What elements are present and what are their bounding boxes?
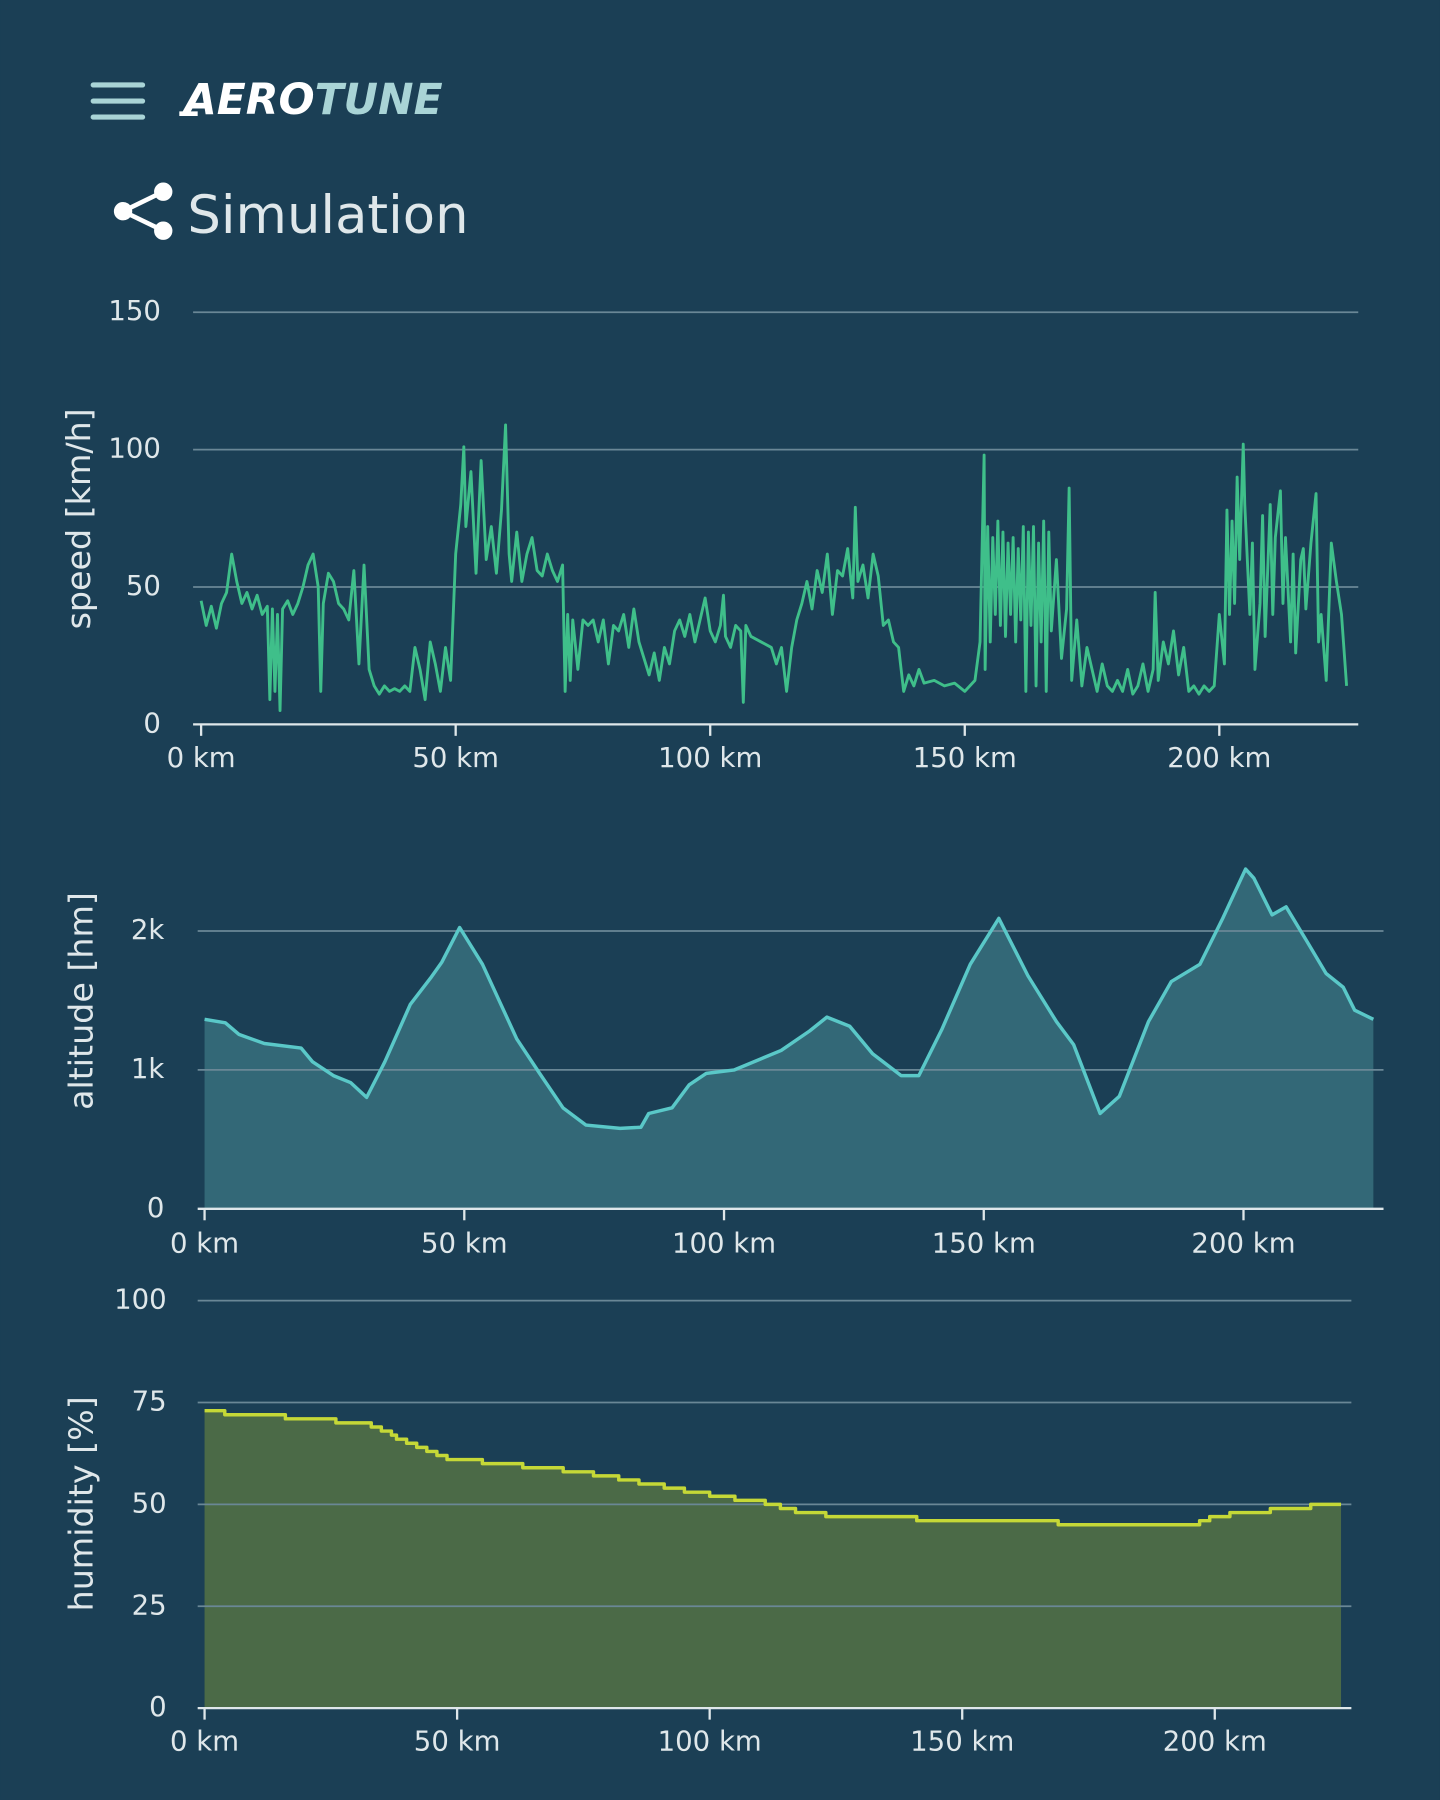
icon-node bbox=[113, 202, 133, 221]
icon-node bbox=[154, 182, 173, 201]
y-tick-label: 25 bbox=[132, 1589, 167, 1621]
y-tick-label: 50 bbox=[126, 570, 161, 602]
x-tick-label: 100 km bbox=[658, 742, 762, 774]
y-axis-title: humidity [%] bbox=[61, 1396, 100, 1611]
data-line bbox=[204, 867, 1375, 1131]
x-tick-label: 50 km bbox=[412, 742, 499, 774]
y-tick-label: 100 bbox=[108, 433, 161, 465]
data-line bbox=[204, 1408, 1342, 1527]
x-tick-label: 0 km bbox=[170, 1227, 239, 1259]
brand-bold: AERO bbox=[181, 76, 315, 125]
y-tick-label: 1k bbox=[131, 1053, 165, 1085]
icon-node bbox=[154, 221, 173, 240]
data-line bbox=[199, 423, 1349, 713]
y-tick-label: 0 bbox=[147, 1192, 165, 1224]
x-tick-label: 100 km bbox=[658, 1726, 762, 1758]
x-tick-label: 200 km bbox=[1163, 1726, 1267, 1758]
x-tick-label: 150 km bbox=[913, 742, 1017, 774]
y-tick-label: 2k bbox=[131, 914, 165, 946]
x-tick-label: 100 km bbox=[672, 1227, 776, 1259]
x-tick-label: 0 km bbox=[167, 742, 236, 774]
x-tick-label: 150 km bbox=[932, 1227, 1036, 1259]
brand-light: TUNE bbox=[315, 76, 443, 125]
area-fill bbox=[204, 869, 1374, 1209]
x-tick-label: 200 km bbox=[1191, 1227, 1295, 1259]
y-tick-label: 50 bbox=[132, 1487, 167, 1519]
y-tick-label: 75 bbox=[132, 1386, 167, 1418]
x-tick-label: 200 km bbox=[1167, 742, 1271, 774]
x-tick-label: 0 km bbox=[170, 1726, 239, 1758]
x-tick-label: 50 km bbox=[421, 1227, 508, 1259]
brand-logo: AEROTUNE bbox=[181, 76, 443, 125]
menu-button[interactable] bbox=[90, 82, 146, 120]
y-tick-label: 100 bbox=[114, 1284, 167, 1316]
area-fill bbox=[204, 1410, 1342, 1709]
y-axis-title: altitude [hm] bbox=[61, 892, 100, 1110]
y-tick-label: 0 bbox=[149, 1691, 167, 1723]
y-axis-title: speed [km/h] bbox=[59, 408, 98, 629]
share-icon bbox=[113, 182, 173, 240]
page-title: Simulation bbox=[187, 185, 468, 246]
y-tick-label: 150 bbox=[108, 295, 161, 327]
x-tick-label: 50 km bbox=[414, 1726, 501, 1758]
y-tick-label: 0 bbox=[143, 707, 161, 739]
x-tick-label: 150 km bbox=[910, 1726, 1014, 1758]
